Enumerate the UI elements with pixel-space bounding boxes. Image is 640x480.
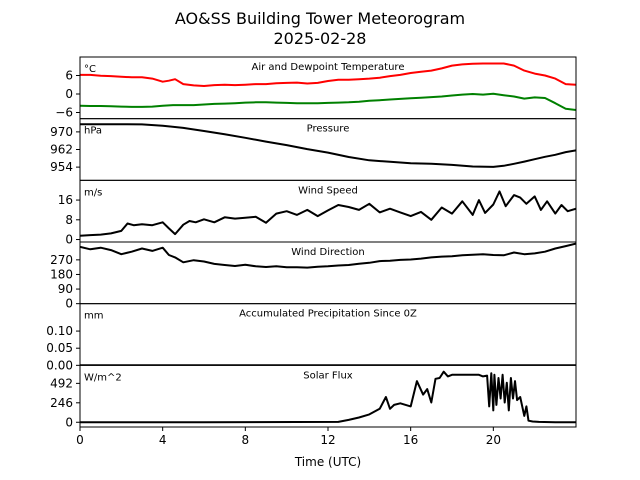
x-tick-label: 8 xyxy=(242,433,250,447)
x-tick-label: 0 xyxy=(76,433,84,447)
x-tick-label: 20 xyxy=(486,433,501,447)
solar-series-line-0 xyxy=(80,370,576,424)
wind_direction-series-line-0 xyxy=(80,242,576,269)
pressure-y-tick-label: 954 xyxy=(50,160,73,174)
solar-y-tick-label: 492 xyxy=(50,376,73,390)
precip-panel-title: Accumulated Precipitation Since 0Z xyxy=(239,309,417,320)
solar-y-tick-label: 246 xyxy=(50,396,73,410)
solar-y-tick-label: 0 xyxy=(65,415,73,429)
pressure-y-tick-label: 962 xyxy=(50,143,73,157)
temp-y-tick-label: 0 xyxy=(65,87,73,101)
temp-series-line-1 xyxy=(80,92,576,111)
pressure-panel-title: Pressure xyxy=(307,124,350,135)
chart-panels: 6 0 −6 Air and Dewpoint Temperature °C 970 962… xyxy=(46,56,577,429)
temp-unit-label: °C xyxy=(84,64,96,75)
solar-unit-label: W/m^2 xyxy=(84,372,122,383)
precip-unit-label: mm xyxy=(84,311,103,322)
pressure-unit-label: hPa xyxy=(84,126,102,137)
wind_direction-y-tick-label: 0 xyxy=(65,297,73,311)
wind_speed-y-tick-label: 16 xyxy=(58,193,73,207)
wind_direction-y-tick-label: 270 xyxy=(50,253,73,267)
figure-title: AO&SS Building Tower Meteorogram xyxy=(175,9,465,28)
temp-y-tick-label: 6 xyxy=(65,69,73,83)
temp-y-tick-label: −6 xyxy=(55,106,73,120)
x-axis-label: Time (UTC) xyxy=(294,455,361,469)
solar-panel-title: Solar Flux xyxy=(303,370,353,381)
pressure-series-line-0 xyxy=(80,123,576,168)
wind_direction-panel-title: Wind Direction xyxy=(291,247,365,258)
x-tick-label: 16 xyxy=(403,433,418,447)
precip-y-tick-label: 0.10 xyxy=(46,324,73,338)
x-tick-label: 4 xyxy=(159,433,167,447)
precip-y-tick-label: 0.05 xyxy=(46,341,73,355)
wind_direction-y-tick-label: 180 xyxy=(50,267,73,281)
panel-wind_speed: 16 8 0 Wind Speed m/s xyxy=(58,179,577,247)
pressure-y-tick-label: 970 xyxy=(50,125,73,139)
wind_speed-y-tick-label: 8 xyxy=(65,213,73,227)
temp-panel-title: Air and Dewpoint Temperature xyxy=(252,62,405,73)
temp-series-line-0 xyxy=(80,62,576,87)
wind_speed-unit-label: m/s xyxy=(84,187,102,198)
x-axis: 0 4 8 12 16 20 xyxy=(76,427,501,447)
panel-temp: 6 0 −6 Air and Dewpoint Temperature °C xyxy=(55,56,577,120)
wind_speed-y-tick-label: 0 xyxy=(65,233,73,247)
precip-y-tick-label: 0.00 xyxy=(46,358,73,372)
figure-subtitle-date: 2025-02-28 xyxy=(274,29,367,48)
wind_speed-panel-title: Wind Speed xyxy=(298,185,358,196)
wind_direction-y-tick-label: 90 xyxy=(58,282,73,296)
panel-pressure: 970 962 954 Pressure hPa xyxy=(50,118,577,181)
wind_speed-series-line-0 xyxy=(80,190,576,237)
x-tick-label: 12 xyxy=(320,433,335,447)
